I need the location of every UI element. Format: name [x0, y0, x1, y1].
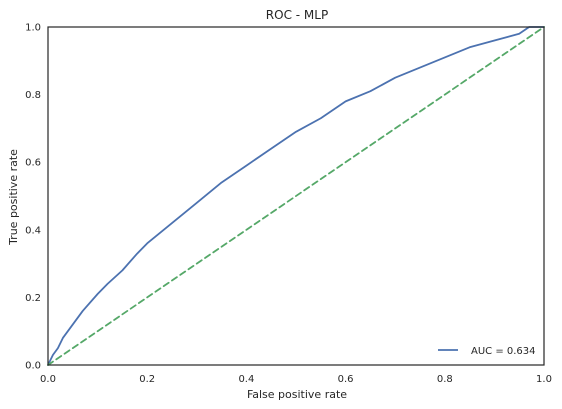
x-tick-label: 0.4 [238, 374, 254, 385]
y-tick-label: 1.0 [25, 23, 41, 34]
plot-frame [47, 26, 545, 366]
chart-title: ROC - MLP [266, 8, 328, 22]
y-tick-label: 0.8 [25, 90, 41, 101]
legend-label: AUC = 0.634 [471, 346, 536, 357]
x-tick-label: 1.0 [536, 374, 552, 385]
x-tick-label: 0.2 [139, 374, 155, 385]
x-tick-label: 0.8 [437, 374, 453, 385]
y-tick-label: 0.4 [25, 225, 41, 236]
legend: AUC = 0.634 [430, 340, 540, 360]
plot-layer [47, 26, 545, 366]
roc-curve-line [47, 26, 545, 366]
y-axis-title: True positive rate [7, 149, 20, 246]
y-tick-label: 0.2 [25, 293, 41, 304]
x-tick-label: 0.6 [338, 374, 354, 385]
x-axis-title: False positive rate [247, 388, 347, 401]
legend-box [430, 340, 540, 360]
x-tick-labels: 0.0 0.2 0.4 0.6 0.8 1.0 [40, 374, 552, 385]
y-tick-label: 0.0 [25, 361, 41, 372]
y-tick-labels: 0.0 0.2 0.4 0.6 0.8 1.0 [25, 23, 41, 372]
baseline-diagonal-line [47, 26, 545, 366]
x-tick-label: 0.0 [40, 374, 56, 385]
y-tick-label: 0.6 [25, 158, 41, 169]
